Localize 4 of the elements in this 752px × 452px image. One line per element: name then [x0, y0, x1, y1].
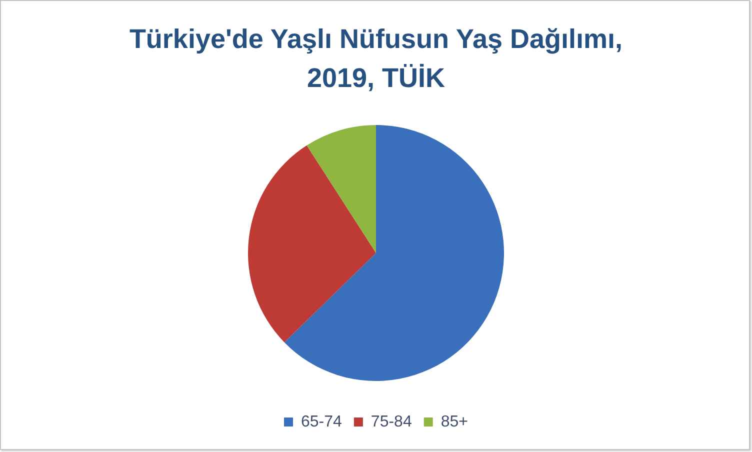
legend-label: 65-74 — [301, 413, 342, 430]
legend-label: 85+ — [440, 413, 468, 430]
chart-title: Türkiye'de Yaşlı Nüfusun Yaş Dağılımı, 2019, TÜİK — [128, 23, 624, 95]
legend-label: 75-84 — [370, 413, 412, 430]
